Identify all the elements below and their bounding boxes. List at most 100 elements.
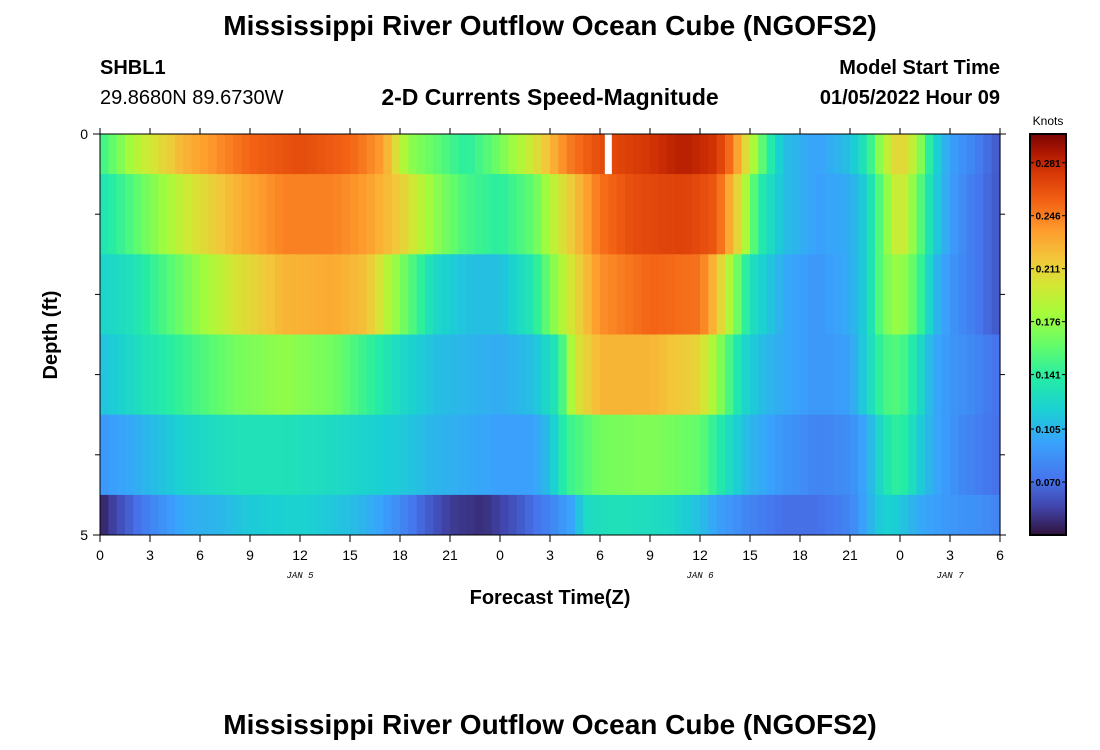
colorbar-tick-label: 0.176 — [1035, 318, 1060, 329]
heatmap-cell-layer-2 — [266, 254, 276, 335]
heatmap-cell-layer-2 — [833, 254, 843, 335]
heatmap-cell-layer-1 — [791, 174, 801, 255]
heatmap-cell-layer-4 — [816, 414, 826, 496]
heatmap-cell-layer-2 — [133, 254, 143, 335]
heatmap-cell-layer-5 — [458, 494, 468, 536]
heatmap-cell-layer-5 — [150, 494, 159, 536]
heatmap-cell-layer-5 — [383, 494, 393, 536]
heatmap-cell-layer-4 — [600, 414, 609, 496]
heatmap-cell-layer-1 — [508, 174, 518, 255]
heatmap-cell-layer-1 — [125, 174, 134, 255]
heatmap-cell-layer-0 — [325, 134, 334, 175]
heatmap-cell-layer-1 — [483, 174, 493, 255]
heatmap-cell-layer-0 — [158, 134, 168, 175]
heatmap-cell-layer-5 — [141, 494, 151, 536]
heatmap-cell-layer-3 — [833, 334, 843, 416]
heatmap-cell-layer-0 — [108, 134, 118, 175]
heatmap-cell-layer-5 — [125, 494, 134, 536]
heatmap-cell-layer-1 — [275, 174, 284, 255]
heatmap-cell-layer-2 — [358, 254, 368, 335]
heatmap-cell-layer-4 — [166, 414, 176, 496]
heatmap-cell-layer-1 — [216, 174, 226, 255]
heatmap-cell-layer-0 — [491, 134, 501, 175]
heatmap-cell-layer-4 — [475, 414, 484, 496]
heatmap-cell-layer-0 — [191, 134, 201, 175]
heatmap-cell-layer-1 — [708, 174, 718, 255]
heatmap-cell-layer-0 — [950, 134, 959, 175]
heatmap-cell-layer-3 — [116, 334, 126, 416]
heatmap-cell-layer-5 — [708, 494, 718, 536]
heatmap-cell-layer-4 — [350, 414, 359, 496]
heatmap-cell-layer-2 — [583, 254, 593, 335]
heatmap-cell-layer-0 — [525, 134, 534, 175]
heatmap-cell-layer-2 — [850, 254, 859, 335]
heatmap-cell-layer-2 — [300, 254, 309, 335]
heatmap-cell-layer-4 — [608, 414, 618, 496]
heatmap-cell-layer-0 — [358, 134, 368, 175]
heatmap-cell-layer-2 — [275, 254, 284, 335]
heatmap-cell-layer-4 — [175, 414, 184, 496]
heatmap-cell-layer-3 — [675, 334, 684, 416]
heatmap-cell-layer-0 — [858, 134, 868, 175]
heatmap-cell-layer-3 — [383, 334, 393, 416]
x-tick-label: 18 — [392, 547, 408, 563]
heatmap-cell-layer-1 — [808, 174, 818, 255]
heatmap-cell-layer-0 — [608, 134, 618, 175]
heatmap-cell-layer-5 — [391, 494, 401, 536]
heatmap-cell-layer-2 — [883, 254, 893, 335]
colorbar-tick-label: 0.105 — [1035, 425, 1060, 436]
heatmap-cell-layer-3 — [600, 334, 609, 416]
station-coordinates: 29.8680N 89.6730W — [100, 87, 284, 109]
heatmap-cell-layer-0 — [816, 134, 826, 175]
heatmap-cell-layer-3 — [500, 334, 509, 416]
heatmap-cell-layer-4 — [116, 414, 126, 496]
heatmap-cell-layer-1 — [766, 174, 776, 255]
heatmap-cell-layer-1 — [566, 174, 576, 255]
heatmap-cell-layer-4 — [933, 414, 943, 496]
heatmap-cell-layer-0 — [441, 134, 451, 175]
heatmap-cell-layer-3 — [125, 334, 134, 416]
heatmap-cell-layer-2 — [700, 254, 709, 335]
heatmap-cell-layer-1 — [441, 174, 451, 255]
x-tick-label: 9 — [646, 547, 654, 563]
heatmap-cell-layer-5 — [116, 494, 126, 536]
y-tick-label: 5 — [80, 527, 88, 543]
heatmap-cell-layer-5 — [841, 494, 851, 536]
x-tick-label: 12 — [292, 547, 308, 563]
heatmap-cell-layer-3 — [316, 334, 326, 416]
heatmap-cell-layer-3 — [275, 334, 284, 416]
heatmap-cell-layer-3 — [133, 334, 143, 416]
heatmap-cell-layer-4 — [808, 414, 818, 496]
heatmap-cell-layer-2 — [908, 254, 918, 335]
heatmap-cell-layer-2 — [891, 254, 901, 335]
heatmap-cell-layer-3 — [666, 334, 676, 416]
heatmap-cell-layer-1 — [208, 174, 218, 255]
heatmap-cell-layer-5 — [775, 494, 784, 536]
heatmap-cell-layer-3 — [558, 334, 568, 416]
heatmap-cell-layer-1 — [308, 174, 318, 255]
heatmap-cell-layer-5 — [850, 494, 859, 536]
heatmap-cell-layer-0 — [425, 134, 434, 175]
x-tick-label: 0 — [896, 547, 904, 563]
heatmap-cell-layer-3 — [291, 334, 301, 416]
heatmap-cell-layer-4 — [508, 414, 518, 496]
heatmap-cell-layer-5 — [858, 494, 868, 536]
heatmap-cell-layer-0 — [691, 134, 701, 175]
heatmap-cell-layer-4 — [450, 414, 459, 496]
heatmap-cell-layer-0 — [141, 134, 151, 175]
heatmap-cell-layer-5 — [516, 494, 526, 536]
heatmap-cell-layer-0 — [825, 134, 834, 175]
heatmap-cell-layer-2 — [683, 254, 693, 335]
heatmap-cell-layer-5 — [541, 494, 551, 536]
heatmap-cell-layer-3 — [850, 334, 859, 416]
heatmap-cell-layer-4 — [558, 414, 568, 496]
heatmap-cell-layer-2 — [600, 254, 609, 335]
chart-subtitle: 2-D Currents Speed-Magnitude — [381, 84, 719, 110]
heatmap-cell-layer-4 — [625, 414, 634, 496]
heatmap-cell-layer-5 — [533, 494, 543, 536]
heatmap-cell-layer-0 — [483, 134, 493, 175]
heatmap-cell-layer-1 — [291, 174, 301, 255]
heatmap-cell-layer-3 — [158, 334, 168, 416]
heatmap-cell-layer-3 — [200, 334, 209, 416]
heatmap-cell-layer-1 — [341, 174, 351, 255]
